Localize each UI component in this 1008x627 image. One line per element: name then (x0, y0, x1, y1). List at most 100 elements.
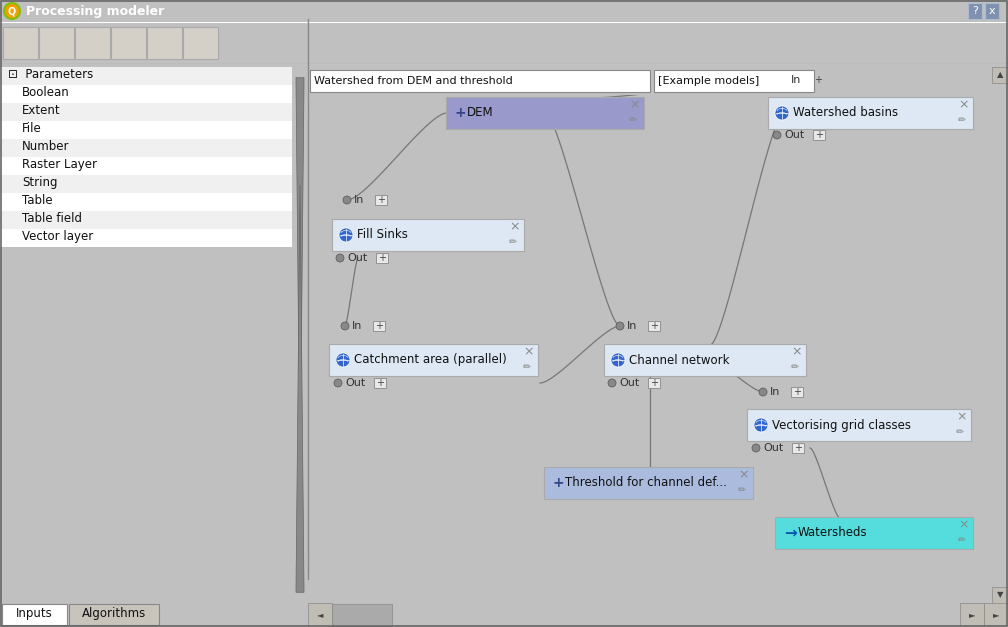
Text: ✏: ✏ (523, 362, 531, 372)
FancyBboxPatch shape (310, 70, 650, 92)
Text: +: + (794, 443, 802, 453)
FancyBboxPatch shape (446, 97, 644, 129)
Text: Table field: Table field (22, 212, 82, 225)
Text: Threshold for channel def...: Threshold for channel def... (565, 477, 727, 490)
Text: +: + (650, 321, 658, 331)
Text: +: + (793, 387, 801, 397)
Text: Out: Out (345, 378, 365, 388)
Text: ✏: ✏ (956, 427, 964, 437)
FancyBboxPatch shape (984, 603, 1008, 627)
FancyBboxPatch shape (75, 27, 110, 59)
FancyBboxPatch shape (992, 67, 1008, 83)
Text: Catchment area (parallel): Catchment area (parallel) (354, 354, 507, 367)
FancyBboxPatch shape (375, 195, 387, 205)
FancyBboxPatch shape (373, 321, 385, 331)
FancyArrow shape (296, 185, 304, 593)
Bar (0, 229, 292, 247)
Text: Raster Layer: Raster Layer (22, 158, 97, 171)
Text: +: + (378, 253, 386, 263)
Circle shape (4, 3, 20, 19)
FancyBboxPatch shape (813, 130, 825, 140)
Text: ✏: ✏ (629, 115, 637, 125)
FancyBboxPatch shape (768, 97, 973, 129)
Circle shape (336, 353, 350, 367)
Text: ✏: ✏ (738, 485, 746, 495)
Text: In: In (770, 387, 780, 397)
Text: ×: × (523, 345, 533, 359)
FancyBboxPatch shape (332, 219, 524, 251)
Text: ✏: ✏ (958, 535, 966, 545)
FancyBboxPatch shape (376, 253, 388, 263)
Text: ✏: ✏ (958, 115, 966, 125)
Text: Channel network: Channel network (629, 354, 730, 367)
FancyBboxPatch shape (147, 27, 182, 59)
FancyArrow shape (296, 78, 304, 485)
Text: Algorithms: Algorithms (82, 608, 146, 621)
FancyBboxPatch shape (3, 27, 38, 59)
Text: Out: Out (763, 443, 783, 453)
Text: +: + (377, 195, 385, 205)
FancyBboxPatch shape (747, 409, 971, 441)
Circle shape (759, 388, 767, 396)
FancyBboxPatch shape (374, 378, 386, 388)
Bar (0, 121, 292, 139)
FancyBboxPatch shape (308, 603, 332, 627)
Text: Watershed from DEM and threshold: Watershed from DEM and threshold (314, 76, 513, 86)
Text: ▼: ▼ (997, 591, 1003, 599)
FancyBboxPatch shape (791, 387, 803, 397)
Text: Fill Sinks: Fill Sinks (357, 228, 408, 241)
Text: ×: × (791, 345, 801, 359)
Text: ×: × (956, 411, 967, 423)
Text: [Example models]: [Example models] (658, 76, 759, 86)
Text: ◄: ◄ (317, 611, 324, 619)
FancyBboxPatch shape (960, 603, 984, 627)
FancyBboxPatch shape (69, 604, 159, 625)
Bar (0, 193, 292, 211)
Bar (0, 85, 292, 103)
Text: ▲: ▲ (997, 70, 1003, 80)
Text: In: In (354, 195, 364, 205)
Text: Table: Table (22, 194, 52, 207)
Text: Q: Q (8, 6, 16, 16)
Text: ✏: ✏ (791, 362, 799, 372)
Text: Out: Out (347, 253, 367, 263)
Text: String: String (22, 176, 57, 189)
Text: ?: ? (972, 6, 978, 16)
FancyBboxPatch shape (985, 3, 999, 19)
Text: File: File (22, 122, 41, 135)
Text: Number: Number (22, 140, 70, 153)
Text: Vector layer: Vector layer (22, 230, 94, 243)
FancyBboxPatch shape (183, 27, 218, 59)
Text: +: + (814, 75, 822, 85)
FancyBboxPatch shape (792, 443, 804, 453)
Circle shape (775, 106, 789, 120)
Text: In: In (352, 321, 362, 331)
Bar (0, 211, 292, 229)
FancyBboxPatch shape (604, 344, 806, 376)
Text: Inputs: Inputs (16, 608, 52, 621)
Circle shape (780, 76, 788, 84)
Text: Boolean: Boolean (22, 86, 70, 99)
Circle shape (608, 379, 616, 387)
FancyBboxPatch shape (2, 604, 67, 625)
FancyBboxPatch shape (775, 517, 973, 549)
Text: +: + (455, 106, 467, 120)
FancyBboxPatch shape (39, 27, 74, 59)
Text: +: + (815, 130, 823, 140)
Circle shape (334, 379, 342, 387)
Bar (0, 175, 292, 193)
Text: ×: × (958, 98, 969, 112)
FancyBboxPatch shape (812, 75, 824, 85)
FancyBboxPatch shape (329, 344, 538, 376)
Circle shape (773, 131, 781, 139)
Text: Processing modeler: Processing modeler (26, 4, 164, 18)
FancyBboxPatch shape (111, 27, 146, 59)
Text: ✏: ✏ (509, 237, 517, 247)
FancyBboxPatch shape (648, 321, 660, 331)
Circle shape (343, 196, 351, 204)
Bar (0, 67, 308, 85)
Text: →: → (784, 525, 796, 540)
Text: ×: × (629, 98, 639, 112)
Text: Watersheds: Watersheds (798, 527, 868, 539)
Text: ►: ► (993, 611, 999, 619)
